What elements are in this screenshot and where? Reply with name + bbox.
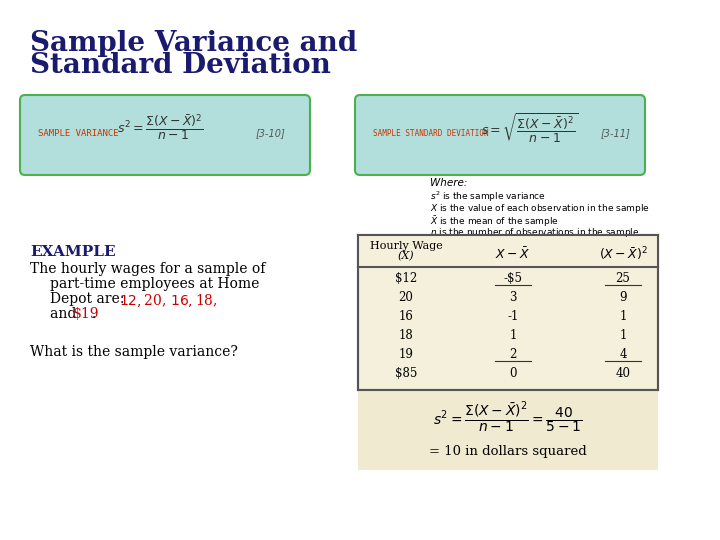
FancyBboxPatch shape — [358, 390, 658, 470]
FancyBboxPatch shape — [20, 95, 310, 175]
Text: $85: $85 — [395, 367, 417, 380]
Text: Sample Variance and: Sample Variance and — [30, 30, 357, 57]
Text: $\bar{X}$ is the mean of the sample: $\bar{X}$ is the mean of the sample — [430, 214, 559, 229]
Text: 1: 1 — [619, 329, 626, 342]
Text: $12: $12 — [395, 272, 417, 285]
Text: part-time employees at Home: part-time employees at Home — [50, 277, 259, 291]
Text: $n$ is the number of observations in the sample: $n$ is the number of observations in the… — [430, 226, 639, 239]
Text: .: . — [92, 307, 96, 321]
Text: 2: 2 — [509, 348, 517, 361]
Text: Where:: Where: — [430, 178, 467, 188]
Text: 0: 0 — [509, 367, 517, 380]
Text: 19: 19 — [399, 348, 413, 361]
FancyBboxPatch shape — [358, 235, 658, 390]
Text: 1: 1 — [619, 310, 626, 323]
FancyBboxPatch shape — [358, 235, 658, 267]
Text: SAMPLE STANDARD DEVIATION: SAMPLE STANDARD DEVIATION — [373, 129, 489, 138]
Text: $X - \bar{X}$: $X - \bar{X}$ — [495, 246, 531, 261]
Text: 4: 4 — [619, 348, 626, 361]
Text: $s^2 = \dfrac{\Sigma(X-\bar{X})^2}{n-1} = \dfrac{40}{5-1}$: $s^2 = \dfrac{\Sigma(X-\bar{X})^2}{n-1} … — [433, 401, 582, 435]
Text: $(X - \bar{X})^2$: $(X - \bar{X})^2$ — [598, 246, 647, 264]
Text: and: and — [50, 307, 81, 321]
Text: 40: 40 — [616, 367, 631, 380]
Text: $X$ is the value of each observation in the sample: $X$ is the value of each observation in … — [430, 202, 649, 215]
Text: 25: 25 — [616, 272, 631, 285]
Text: 9: 9 — [619, 291, 626, 304]
Text: -1: -1 — [508, 310, 518, 323]
Text: EXAMPLE: EXAMPLE — [30, 245, 116, 259]
Text: $12, $20, $16, $18,: $12, $20, $16, $18, — [119, 292, 217, 309]
Text: The hourly wages for a sample of: The hourly wages for a sample of — [30, 262, 266, 276]
Text: What is the sample variance?: What is the sample variance? — [30, 345, 238, 359]
Text: [3-11]: [3-11] — [600, 128, 630, 138]
Text: [3-10]: [3-10] — [256, 128, 285, 138]
Text: Hourly Wage: Hourly Wage — [369, 241, 442, 251]
Text: SAMPLE VARIANCE: SAMPLE VARIANCE — [38, 129, 119, 138]
Text: Depot are:: Depot are: — [50, 292, 129, 306]
Text: Standard Deviation: Standard Deviation — [30, 52, 331, 79]
Text: (X): (X) — [397, 251, 414, 261]
Text: 3: 3 — [509, 291, 517, 304]
Text: 20: 20 — [399, 291, 413, 304]
Text: 1: 1 — [509, 329, 517, 342]
FancyBboxPatch shape — [355, 95, 645, 175]
Text: $s = \sqrt{\dfrac{\Sigma(X-\bar{X})^2}{n-1}}$: $s = \sqrt{\dfrac{\Sigma(X-\bar{X})^2}{n… — [482, 111, 579, 145]
Text: $19: $19 — [73, 307, 99, 321]
Text: 18: 18 — [399, 329, 413, 342]
Text: $s^2$ is the sample variance: $s^2$ is the sample variance — [430, 190, 546, 205]
Text: 16: 16 — [399, 310, 413, 323]
Text: $s^2 = \dfrac{\Sigma(X-\bar{X})^2}{n-1}$: $s^2 = \dfrac{\Sigma(X-\bar{X})^2}{n-1}$ — [117, 113, 203, 143]
Text: = 10 in dollars squared: = 10 in dollars squared — [429, 446, 587, 458]
Text: -$5: -$5 — [503, 272, 523, 285]
